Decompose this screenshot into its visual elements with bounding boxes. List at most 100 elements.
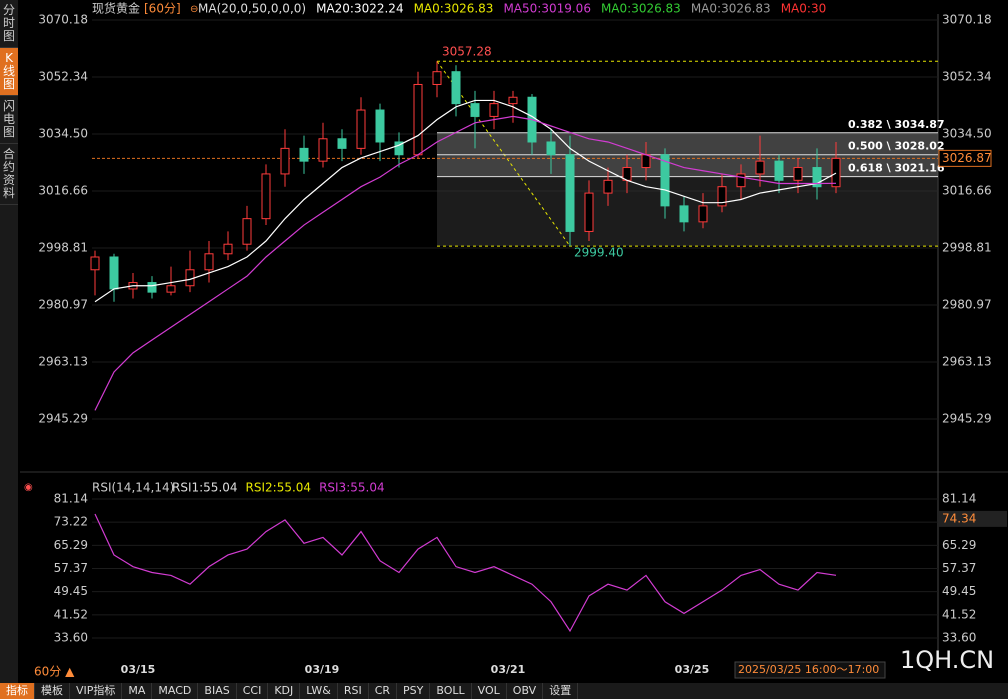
- rsi-title: RSI(14,14,14): [92, 481, 174, 495]
- y-tick-label: 81.14: [942, 492, 976, 506]
- legend-item: MA20:3022.24: [316, 2, 404, 16]
- y-tick-label: 2980.97: [38, 298, 88, 312]
- candle-body: [641, 154, 651, 169]
- toolbar-item[interactable]: MA: [122, 683, 153, 699]
- y-tick-label: 65.29: [54, 538, 88, 552]
- y-tick-label: 3052.34: [942, 69, 992, 83]
- toolbar-item[interactable]: 设置: [543, 683, 579, 699]
- y-tick-label: 57.37: [54, 561, 88, 575]
- toolbar-item[interactable]: BOLL: [430, 683, 472, 699]
- legend-item: MA(20,0,50,0,0,0): [198, 2, 306, 16]
- toolbar-item[interactable]: OBV: [507, 683, 544, 699]
- toolbar-item[interactable]: VIP指标: [70, 683, 123, 699]
- candle-body: [318, 138, 328, 162]
- candle-body: [147, 282, 157, 293]
- y-tick-label: 2945.29: [942, 412, 992, 426]
- side-tab[interactable]: 闪电图: [0, 96, 18, 144]
- candle-body: [109, 256, 119, 290]
- candle-body: [793, 167, 803, 181]
- toolbar-item[interactable]: LW&: [300, 683, 338, 699]
- toolbar-item[interactable]: RSI: [338, 683, 369, 699]
- candle-body: [413, 83, 423, 156]
- fib-level-label: 0.500 \ 3028.02: [848, 140, 945, 153]
- candle-body: [717, 186, 727, 207]
- line-series: [94, 513, 837, 633]
- toolbar-item[interactable]: MACD: [152, 683, 199, 699]
- y-tick-label: 3052.34: [38, 69, 88, 83]
- toolbar: 指标 模板 VIP指标 MA MACD BIAS CCI KDJ LW& RSI CR PSY BOLL…: [0, 683, 1008, 699]
- time-range: 2025/03/25 16:00～17:00: [738, 663, 879, 676]
- x-tick-label: 03/21: [491, 663, 526, 676]
- candle-body: [470, 103, 480, 117]
- y-tick-label: 2963.13: [38, 355, 88, 369]
- legend-item: MA50:3019.06: [503, 2, 591, 16]
- toolbar-item[interactable]: VOL: [472, 683, 507, 699]
- y-tick-label: 2945.29: [38, 412, 88, 426]
- candle-body: [223, 243, 233, 255]
- fib-level-label: 0.382 \ 3034.87: [848, 118, 945, 131]
- y-tick-label: 2963.13: [942, 355, 992, 369]
- toolbar-item[interactable]: BIAS: [198, 683, 237, 699]
- toolbar-item[interactable]: 指标: [0, 683, 35, 699]
- y-tick-label: 41.52: [942, 607, 976, 621]
- y-tick-label: 2998.81: [942, 241, 992, 255]
- side-tab[interactable]: 分时图: [0, 0, 18, 48]
- candle-body: [432, 71, 442, 85]
- y-tick-label: 3016.66: [942, 183, 992, 197]
- candle-body: [660, 154, 670, 207]
- candle-body: [204, 253, 214, 271]
- time-box: [734, 661, 886, 679]
- candle-body: [698, 205, 708, 223]
- y-tick-label: 65.29: [942, 538, 976, 552]
- side-tab[interactable]: 合约资料: [0, 144, 18, 205]
- candle-body: [546, 141, 556, 156]
- icon: ◉: [24, 482, 33, 493]
- candle-body: [584, 192, 594, 232]
- candle-body: [603, 179, 613, 194]
- candle-body: [299, 147, 309, 162]
- candle-body: [679, 205, 689, 223]
- rsi-marker: 74.34: [942, 511, 976, 525]
- side-tab[interactable]: K线图: [0, 48, 18, 96]
- candle-body: [831, 157, 841, 188]
- toolbar-item[interactable]: CR: [369, 683, 398, 699]
- toolbar-item[interactable]: PSY: [397, 683, 431, 699]
- candle-body: [451, 71, 461, 105]
- icon: ⊖: [190, 4, 198, 15]
- y-tick-label: 81.14: [54, 492, 88, 506]
- candle-body: [489, 103, 499, 117]
- fib-high-label: 3057.28: [442, 45, 492, 59]
- candle-body: [774, 160, 784, 181]
- y-tick-label: 57.37: [942, 561, 976, 575]
- candle-body: [261, 173, 271, 220]
- toolbar-item[interactable]: 模板: [35, 683, 70, 699]
- last-price-box: [938, 149, 992, 167]
- candle-body: [242, 218, 252, 245]
- toolbar-item[interactable]: KDJ: [268, 683, 301, 699]
- legend-item: MA0:3026.83: [691, 2, 771, 16]
- line-series: [94, 115, 837, 411]
- y-tick-label: 49.45: [54, 584, 88, 598]
- rsi-marker-box: [939, 510, 1007, 527]
- candle-body: [356, 109, 366, 149]
- y-tick-label: 3070.18: [942, 13, 992, 27]
- legend-item: RSI3:55.04: [319, 481, 385, 495]
- period: [60分]: [144, 2, 181, 16]
- watermark: 1QH.CN: [900, 646, 994, 674]
- candle-body: [185, 269, 195, 287]
- y-tick-label: 2980.97: [942, 298, 992, 312]
- candle-body: [280, 147, 290, 175]
- candle-body: [394, 141, 404, 156]
- fib-low-label: 2999.40: [574, 246, 624, 260]
- legend-item: RSI2:55.04: [246, 481, 312, 495]
- sidebar: 分时图 K线图 闪电图 合约资料: [0, 0, 18, 683]
- candle-body: [166, 285, 176, 293]
- fib-level-label: 0.618 \ 3021.16: [848, 162, 945, 175]
- candle-body: [812, 167, 822, 188]
- y-tick-label: 33.60: [54, 631, 88, 645]
- toolbar-item[interactable]: CCI: [237, 683, 269, 699]
- symbol: 现货黄金: [92, 1, 140, 16]
- last-price-label: 3026.87: [942, 151, 992, 165]
- y-tick-label: 3034.50: [942, 126, 992, 140]
